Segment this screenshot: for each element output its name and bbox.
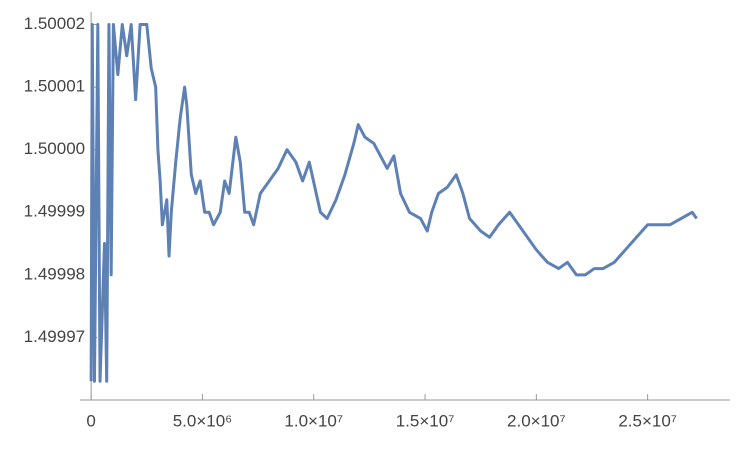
y-tick-label: 1.50001 [24, 77, 85, 96]
x-tick-label: 1.0×10⁷ [284, 411, 343, 430]
x-tick-label: 2.5×10⁷ [618, 411, 677, 430]
x-tick-label: 0 [86, 411, 95, 430]
y-tick-label: 1.49998 [24, 264, 85, 283]
y-tick-label: 1.49999 [24, 202, 85, 221]
x-tick-label: 2.0×10⁷ [507, 411, 566, 430]
y-tick-label: 1.50002 [24, 14, 85, 33]
x-tick-label: 1.5×10⁷ [396, 411, 455, 430]
y-tick-label: 1.50000 [24, 139, 85, 158]
x-tick-label: 5.0×10⁶ [173, 411, 232, 430]
data-line [89, 23, 698, 383]
y-tick-label: 1.49997 [24, 327, 85, 346]
